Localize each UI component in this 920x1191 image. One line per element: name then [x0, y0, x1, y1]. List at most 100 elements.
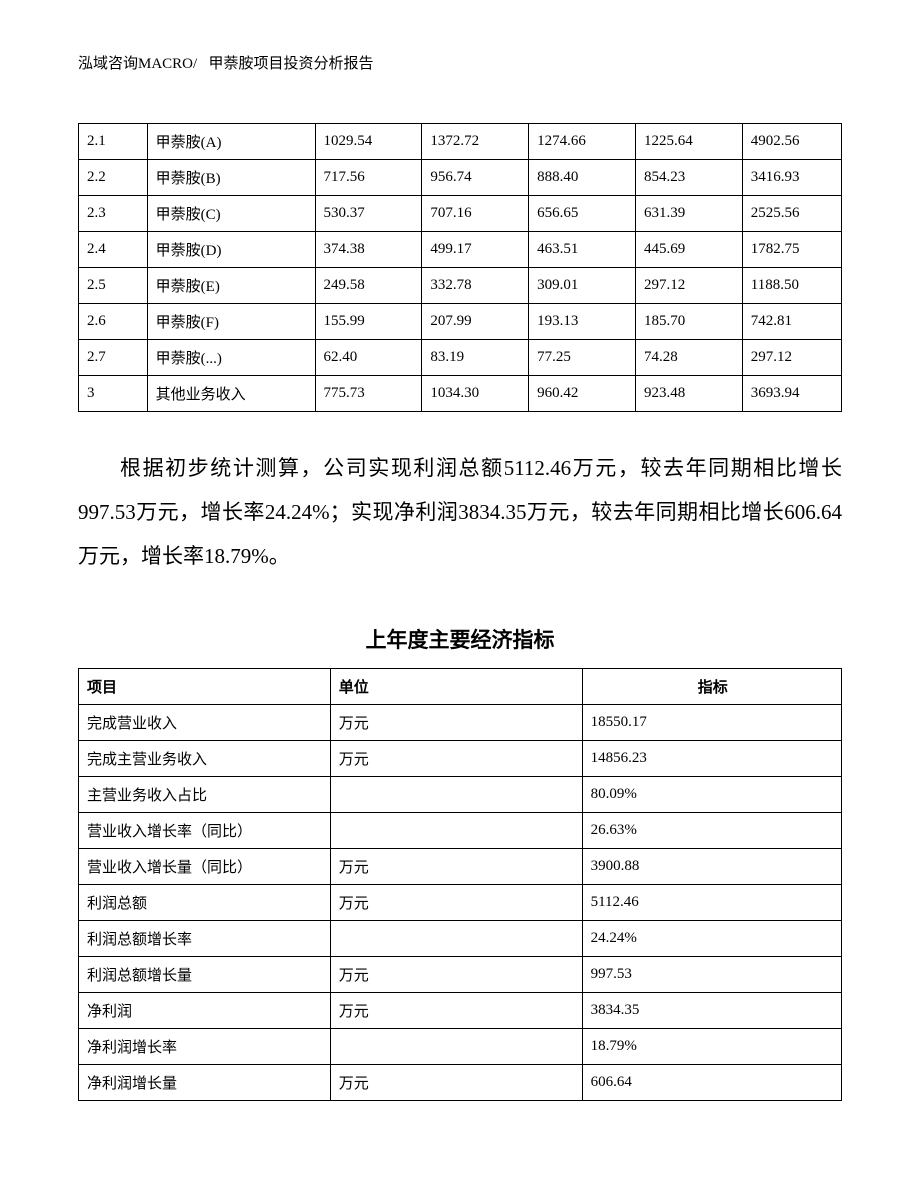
cell: 24.24% [582, 921, 841, 957]
summary-paragraph: 根据初步统计测算，公司实现利润总额5112.46万元，较去年同期相比增长997.… [78, 446, 842, 578]
header-right: 甲萘胺项目投资分析报告 [208, 56, 373, 72]
cell: 甲萘胺(B) [147, 160, 315, 196]
cell: 万元 [330, 957, 582, 993]
cell: 18550.17 [582, 705, 841, 741]
cell: 完成主营业务收入 [79, 741, 331, 777]
cell: 净利润 [79, 993, 331, 1029]
table-row: 营业收入增长率（同比） 26.63% [79, 813, 842, 849]
table-row: 2.3 甲萘胺(C) 530.37 707.16 656.65 631.39 2… [79, 196, 842, 232]
cell: 1372.72 [422, 124, 529, 160]
cell: 997.53 [582, 957, 841, 993]
cell: 2.6 [79, 304, 148, 340]
cell: 3900.88 [582, 849, 841, 885]
cell: 3416.93 [742, 160, 841, 196]
cell: 854.23 [635, 160, 742, 196]
cell: 297.12 [742, 340, 841, 376]
table-row: 利润总额 万元 5112.46 [79, 885, 842, 921]
cell: 193.13 [529, 304, 636, 340]
cell: 80.09% [582, 777, 841, 813]
cell: 5112.46 [582, 885, 841, 921]
cell: 14856.23 [582, 741, 841, 777]
table-row: 2.6 甲萘胺(F) 155.99 207.99 193.13 185.70 7… [79, 304, 842, 340]
cell: 1188.50 [742, 268, 841, 304]
cell: 374.38 [315, 232, 422, 268]
cell: 营业收入增长量（同比） [79, 849, 331, 885]
cell: 742.81 [742, 304, 841, 340]
cell [330, 777, 582, 813]
indicators-title: 上年度主要经济指标 [78, 624, 842, 654]
cell: 775.73 [315, 376, 422, 412]
page: 泓域咨询MACRO/ 甲萘胺项目投资分析报告 2.1 甲萘胺(A) 1029.5… [0, 0, 920, 1191]
cell: 74.28 [635, 340, 742, 376]
cell: 1029.54 [315, 124, 422, 160]
table-header-row: 项目 单位 指标 [79, 669, 842, 705]
cell: 3 [79, 376, 148, 412]
cell: 3834.35 [582, 993, 841, 1029]
cell: 营业收入增长率（同比） [79, 813, 331, 849]
cell: 甲萘胺(D) [147, 232, 315, 268]
cell: 207.99 [422, 304, 529, 340]
cell: 万元 [330, 1065, 582, 1101]
cell: 主营业务收入占比 [79, 777, 331, 813]
cell: 656.65 [529, 196, 636, 232]
cell: 18.79% [582, 1029, 841, 1065]
cell: 62.40 [315, 340, 422, 376]
table-row: 净利润增长量 万元 606.64 [79, 1065, 842, 1101]
cell: 717.56 [315, 160, 422, 196]
cell: 445.69 [635, 232, 742, 268]
cell: 956.74 [422, 160, 529, 196]
cell: 1782.75 [742, 232, 841, 268]
cell: 2.5 [79, 268, 148, 304]
table-row: 营业收入增长量（同比） 万元 3900.88 [79, 849, 842, 885]
cell: 万元 [330, 849, 582, 885]
cell: 2525.56 [742, 196, 841, 232]
cell: 3693.94 [742, 376, 841, 412]
cell: 甲萘胺(C) [147, 196, 315, 232]
table-row: 完成主营业务收入 万元 14856.23 [79, 741, 842, 777]
cell: 净利润增长量 [79, 1065, 331, 1101]
table-row: 利润总额增长率 24.24% [79, 921, 842, 957]
indicators-table: 项目 单位 指标 完成营业收入 万元 18550.17 完成主营业务收入 万元 … [78, 668, 842, 1101]
cell: 888.40 [529, 160, 636, 196]
header-left: 泓域咨询MACRO/ [78, 56, 197, 72]
cell: 77.25 [529, 340, 636, 376]
cell [330, 921, 582, 957]
cell: 309.01 [529, 268, 636, 304]
cell: 707.16 [422, 196, 529, 232]
col-header-item: 项目 [79, 669, 331, 705]
table-row: 3 其他业务收入 775.73 1034.30 960.42 923.48 36… [79, 376, 842, 412]
cell: 利润总额增长量 [79, 957, 331, 993]
cell: 2.7 [79, 340, 148, 376]
product-revenue-table-body: 2.1 甲萘胺(A) 1029.54 1372.72 1274.66 1225.… [79, 124, 842, 412]
cell: 万元 [330, 705, 582, 741]
cell: 463.51 [529, 232, 636, 268]
cell: 960.42 [529, 376, 636, 412]
table-row: 净利润增长率 18.79% [79, 1029, 842, 1065]
cell [330, 1029, 582, 1065]
cell: 297.12 [635, 268, 742, 304]
cell: 利润总额 [79, 885, 331, 921]
cell: 606.64 [582, 1065, 841, 1101]
cell: 万元 [330, 993, 582, 1029]
cell: 净利润增长率 [79, 1029, 331, 1065]
cell: 2.2 [79, 160, 148, 196]
cell: 631.39 [635, 196, 742, 232]
cell: 甲萘胺(E) [147, 268, 315, 304]
product-revenue-table: 2.1 甲萘胺(A) 1029.54 1372.72 1274.66 1225.… [78, 123, 842, 412]
cell: 2.1 [79, 124, 148, 160]
cell: 155.99 [315, 304, 422, 340]
table-row: 完成营业收入 万元 18550.17 [79, 705, 842, 741]
table-row: 利润总额增长量 万元 997.53 [79, 957, 842, 993]
cell: 4902.56 [742, 124, 841, 160]
cell: 1274.66 [529, 124, 636, 160]
indicators-table-body: 完成营业收入 万元 18550.17 完成主营业务收入 万元 14856.23 … [79, 705, 842, 1101]
cell: 完成营业收入 [79, 705, 331, 741]
table-row: 2.7 甲萘胺(...) 62.40 83.19 77.25 74.28 297… [79, 340, 842, 376]
table-row: 主营业务收入占比 80.09% [79, 777, 842, 813]
cell: 249.58 [315, 268, 422, 304]
table-row: 2.4 甲萘胺(D) 374.38 499.17 463.51 445.69 1… [79, 232, 842, 268]
cell: 1034.30 [422, 376, 529, 412]
cell: 利润总额增长率 [79, 921, 331, 957]
cell: 530.37 [315, 196, 422, 232]
col-header-unit: 单位 [330, 669, 582, 705]
